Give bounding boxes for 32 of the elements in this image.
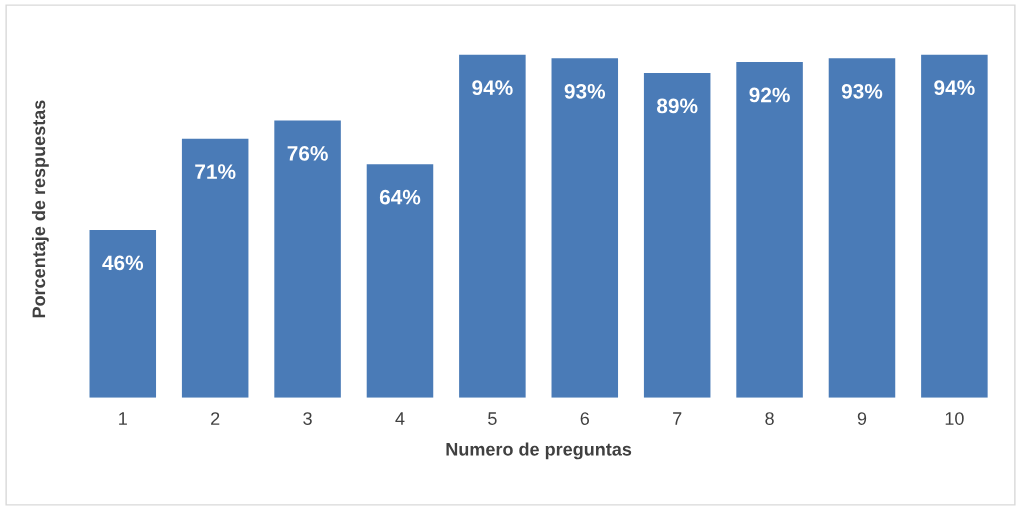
bar	[643, 72, 711, 398]
bar	[551, 58, 619, 398]
y-axis-title: Porcentaje de respuestas	[31, 100, 49, 318]
x-tick-label: 10	[945, 412, 964, 425]
bar	[274, 120, 341, 398]
data-label: 89%	[656, 98, 698, 114]
bar	[89, 229, 157, 398]
x-tick-label: 2	[211, 412, 220, 425]
data-label: 64%	[379, 189, 421, 205]
bar	[828, 58, 896, 398]
x-tick-label: 6	[580, 412, 590, 425]
data-label: 94%	[472, 80, 513, 96]
data-label: 94%	[934, 80, 975, 96]
bar	[736, 62, 803, 398]
x-tick-label: 9	[857, 412, 867, 425]
x-tick-label: 3	[303, 412, 312, 425]
data-label: 92%	[749, 87, 790, 103]
x-axis-title: Numero de preguntas	[446, 442, 632, 460]
x-tick-label: 5	[488, 412, 497, 425]
bar	[459, 54, 526, 398]
x-tick-label: 7	[673, 412, 682, 425]
x-tick-label: 8	[765, 412, 774, 425]
data-label: 93%	[841, 83, 883, 99]
data-label: 46%	[102, 255, 144, 271]
data-label: 93%	[564, 83, 606, 99]
data-label: 71%	[195, 164, 236, 179]
bar	[921, 54, 988, 398]
bar	[366, 164, 434, 398]
x-tick-label: 4	[395, 412, 405, 425]
data-label: 76%	[287, 145, 328, 161]
bar	[181, 138, 249, 398]
x-tick-label: 1	[119, 412, 127, 425]
